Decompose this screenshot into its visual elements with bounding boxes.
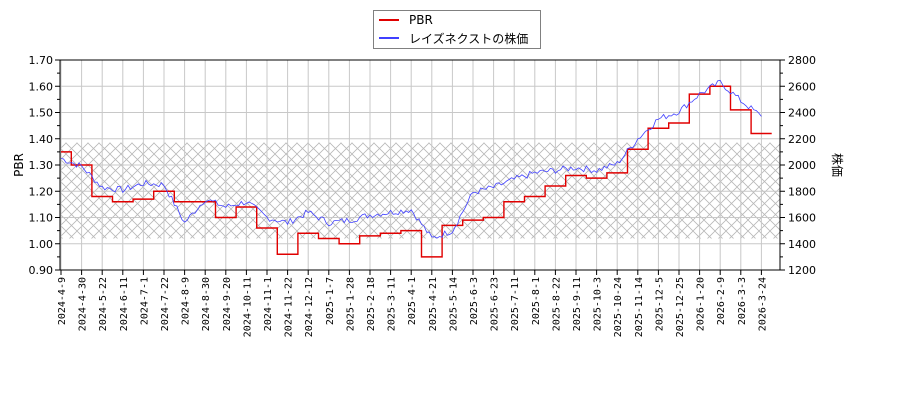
data-series: [60, 79, 772, 258]
svg-text:2024-8-9: 2024-8-9: [181, 277, 192, 325]
shaded-band: [60, 142, 780, 239]
svg-text:2025-11-14: 2025-11-14: [634, 277, 645, 337]
legend: PBR レイズネクストの株価: [373, 10, 541, 49]
svg-text:2024-7-22: 2024-7-22: [160, 277, 171, 331]
legend-swatch-pbr: [379, 19, 399, 21]
svg-text:1.20: 1.20: [29, 185, 54, 198]
svg-text:2025-12-25: 2025-12-25: [675, 277, 686, 337]
svg-text:2025-4-1: 2025-4-1: [407, 277, 418, 325]
svg-text:1200: 1200: [788, 264, 816, 277]
svg-text:2026-3-24: 2026-3-24: [757, 277, 768, 331]
svg-text:1.60: 1.60: [29, 80, 54, 93]
svg-text:2400: 2400: [788, 107, 816, 120]
legend-item-price: レイズネクストの株価: [374, 29, 528, 47]
legend-label: レイズネクストの株価: [409, 31, 529, 46]
svg-text:2025-12-5: 2025-12-5: [654, 277, 665, 331]
legend-label: PBR: [409, 13, 433, 27]
svg-text:2025-9-11: 2025-9-11: [572, 277, 583, 331]
svg-text:2600: 2600: [788, 80, 816, 93]
svg-text:2024-5-22: 2024-5-22: [98, 277, 109, 331]
svg-text:2025-10-24: 2025-10-24: [613, 277, 624, 337]
svg-text:1.70: 1.70: [29, 54, 54, 67]
legend-item-pbr: PBR: [374, 11, 433, 29]
svg-text:2800: 2800: [788, 54, 816, 67]
svg-text:1.00: 1.00: [29, 238, 54, 251]
svg-text:2025-3-11: 2025-3-11: [387, 277, 398, 331]
svg-text:2025-4-21: 2025-4-21: [428, 277, 439, 331]
svg-text:2024-11-1: 2024-11-1: [263, 277, 274, 331]
svg-text:2200: 2200: [788, 133, 816, 146]
svg-text:2025-10-3: 2025-10-3: [593, 277, 604, 331]
svg-text:2024-7-1: 2024-7-1: [139, 277, 150, 325]
svg-text:2000: 2000: [788, 159, 816, 172]
svg-text:2025-1-7: 2025-1-7: [325, 277, 336, 325]
svg-text:2025-7-11: 2025-7-11: [510, 277, 521, 331]
svg-text:1.10: 1.10: [29, 212, 54, 225]
svg-text:2026-3-3: 2026-3-3: [737, 277, 748, 325]
svg-text:2024-4-9: 2024-4-9: [57, 277, 68, 325]
svg-text:1800: 1800: [788, 185, 816, 198]
svg-text:1.40: 1.40: [29, 133, 54, 146]
svg-text:0.90: 0.90: [29, 264, 54, 277]
svg-text:2024-8-30: 2024-8-30: [201, 277, 212, 331]
y2-axis-label: 株価: [830, 153, 845, 177]
svg-text:2025-8-1: 2025-8-1: [531, 277, 542, 325]
svg-text:2026-1-20: 2026-1-20: [696, 277, 707, 331]
svg-text:1.30: 1.30: [29, 159, 54, 172]
svg-text:2025-5-14: 2025-5-14: [448, 277, 459, 331]
svg-text:2024-4-30: 2024-4-30: [78, 277, 89, 331]
svg-text:2026-2-9: 2026-2-9: [716, 277, 727, 325]
svg-text:2024-10-11: 2024-10-11: [242, 277, 253, 337]
legend-swatch-price: [379, 37, 399, 39]
axes: 0.90 1.00 1.10 1.20 1.30 1.40 1.50 1.60 1.70 1200…: [29, 54, 817, 337]
svg-text:2025-6-23: 2025-6-23: [490, 277, 501, 331]
svg-text:2024-11-22: 2024-11-22: [284, 277, 295, 337]
svg-text:2024-6-11: 2024-6-11: [119, 277, 130, 331]
svg-text:2025-8-22: 2025-8-22: [551, 277, 562, 331]
svg-text:2025-1-28: 2025-1-28: [345, 277, 356, 331]
svg-text:2024-9-20: 2024-9-20: [222, 277, 233, 331]
svg-text:2025-6-3: 2025-6-3: [469, 277, 480, 325]
svg-text:1.50: 1.50: [29, 107, 54, 120]
svg-text:1400: 1400: [788, 238, 816, 251]
y-axis-label: PBR: [12, 153, 26, 177]
svg-text:2024-12-12: 2024-12-12: [304, 277, 315, 337]
svg-text:2025-2-18: 2025-2-18: [366, 277, 377, 331]
svg-text:1600: 1600: [788, 212, 816, 225]
